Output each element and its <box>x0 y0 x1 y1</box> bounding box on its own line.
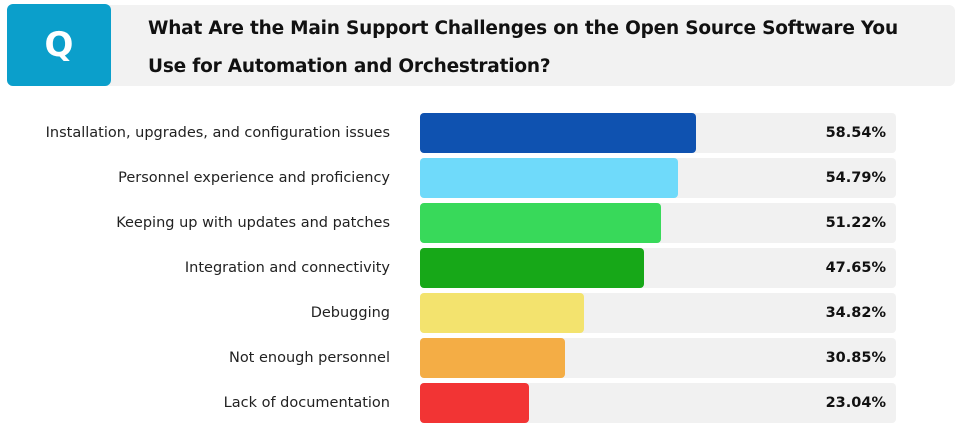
bar <box>420 383 529 423</box>
value-label: 54.79% <box>825 170 886 186</box>
bar <box>420 248 645 288</box>
category-label: Keeping up with updates and patches <box>116 215 390 231</box>
value-label: 47.65% <box>825 260 886 276</box>
category-label: Integration and connectivity <box>184 260 390 276</box>
bar <box>420 158 679 198</box>
bar <box>420 338 566 378</box>
bar-row: Debugging 34.82% <box>0 293 959 333</box>
chart-title: What Are the Main Support Challenges on … <box>148 18 898 77</box>
bar <box>420 113 696 153</box>
bar <box>420 203 662 243</box>
value-label: 58.54% <box>825 125 886 141</box>
value-label: 51.22% <box>825 215 886 231</box>
category-label: Debugging <box>310 305 390 321</box>
bar-row: Installation, upgrades, and configuratio… <box>0 113 959 153</box>
category-label: Not enough personnel <box>228 350 390 366</box>
bar-row: Not enough personnel 30.85% <box>0 338 959 378</box>
value-label: 23.04% <box>825 395 886 411</box>
question-badge: Q <box>7 4 111 86</box>
bar-row: Keeping up with updates and patches 51.22… <box>0 203 959 243</box>
value-label: 34.82% <box>825 305 886 321</box>
category-label: Lack of documentation <box>223 395 390 411</box>
bar-row: Integration and connectivity 47.65% <box>0 248 959 288</box>
category-label: Installation, upgrades, and configuratio… <box>45 125 390 141</box>
bar-row: Personnel experience and proficiency 54.7… <box>0 158 959 198</box>
category-label: Personnel experience and proficiency <box>118 170 390 186</box>
bar <box>420 293 584 333</box>
bar-row: Lack of documentation 23.04% <box>0 383 959 423</box>
value-label: 30.85% <box>825 350 886 366</box>
question-header <box>7 5 955 86</box>
